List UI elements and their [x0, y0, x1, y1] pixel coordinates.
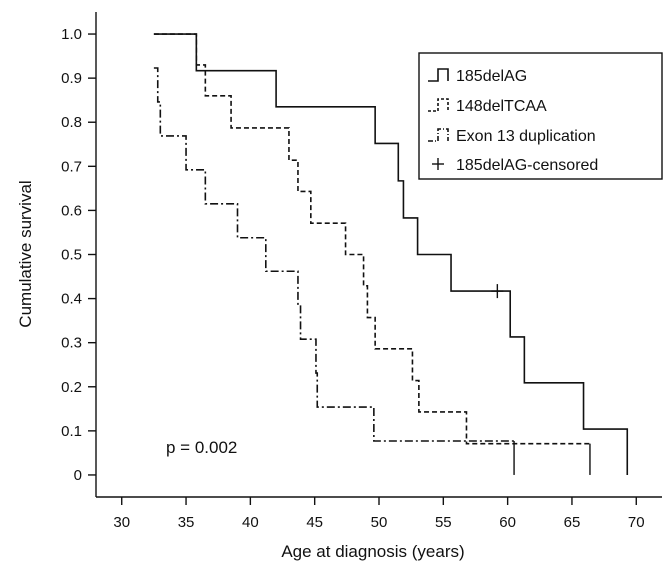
legend-label-censored: 185delAG-censored: [456, 157, 598, 174]
legend-label-1: 185delAG: [456, 68, 527, 85]
legend-swatch-3: [428, 128, 449, 142]
x-tick-label: 60: [499, 514, 516, 531]
legend-label-3: Exon 13 duplication: [456, 128, 596, 145]
legend-label-2: 148delTCAA: [456, 98, 547, 115]
series-lines: [153, 33, 629, 475]
x-tick-label: 35: [178, 514, 195, 531]
legend-box: [418, 52, 663, 180]
y-tick-label: 0.2: [61, 379, 82, 396]
y-tick-label: 0.5: [61, 247, 82, 264]
y-tick-label: 0.4: [61, 291, 82, 308]
survival-curve-1: [153, 33, 629, 475]
survival-curve-2: [153, 33, 590, 445]
y-axis-label: Cumulative survival: [16, 180, 35, 327]
p-value-annotation: p = 0.002: [166, 438, 237, 457]
y-tick-label: 0.6: [61, 202, 82, 219]
x-tick-label: 65: [564, 514, 581, 531]
x-axis-ticks: 30 35 40 45 50 55 60 65 70: [113, 497, 645, 531]
survival-curve-3: [153, 67, 515, 442]
y-tick-label: 1.0: [61, 26, 82, 43]
x-tick-label: 55: [435, 514, 452, 531]
y-tick-label: 0.3: [61, 335, 82, 352]
x-tick-label: 45: [306, 514, 323, 531]
x-tick-label: 30: [113, 514, 130, 531]
legend-swatch-1: [428, 68, 449, 82]
x-tick-label: 40: [242, 514, 259, 531]
legend-swatch-2: [428, 98, 449, 112]
y-tick-label: 0.1: [61, 423, 82, 440]
legend: 185delAG 148delTCAA Exon 13 duplication 185…: [418, 52, 663, 180]
y-tick-label: 0.8: [61, 114, 82, 131]
y-tick-label: 0.9: [61, 70, 82, 87]
y-tick-label: 0: [74, 467, 82, 484]
x-tick-label: 50: [371, 514, 388, 531]
y-tick-label: 0.7: [61, 158, 82, 175]
y-axis-ticks: 0 0.1 0.2 0.3 0.4 0.5 0.6 0.7 0.8 0.9 1.0: [61, 26, 96, 484]
x-axis-label: Age at diagnosis (years): [281, 542, 464, 561]
x-tick-label: 70: [628, 514, 645, 531]
censor-markers: [491, 284, 504, 299]
